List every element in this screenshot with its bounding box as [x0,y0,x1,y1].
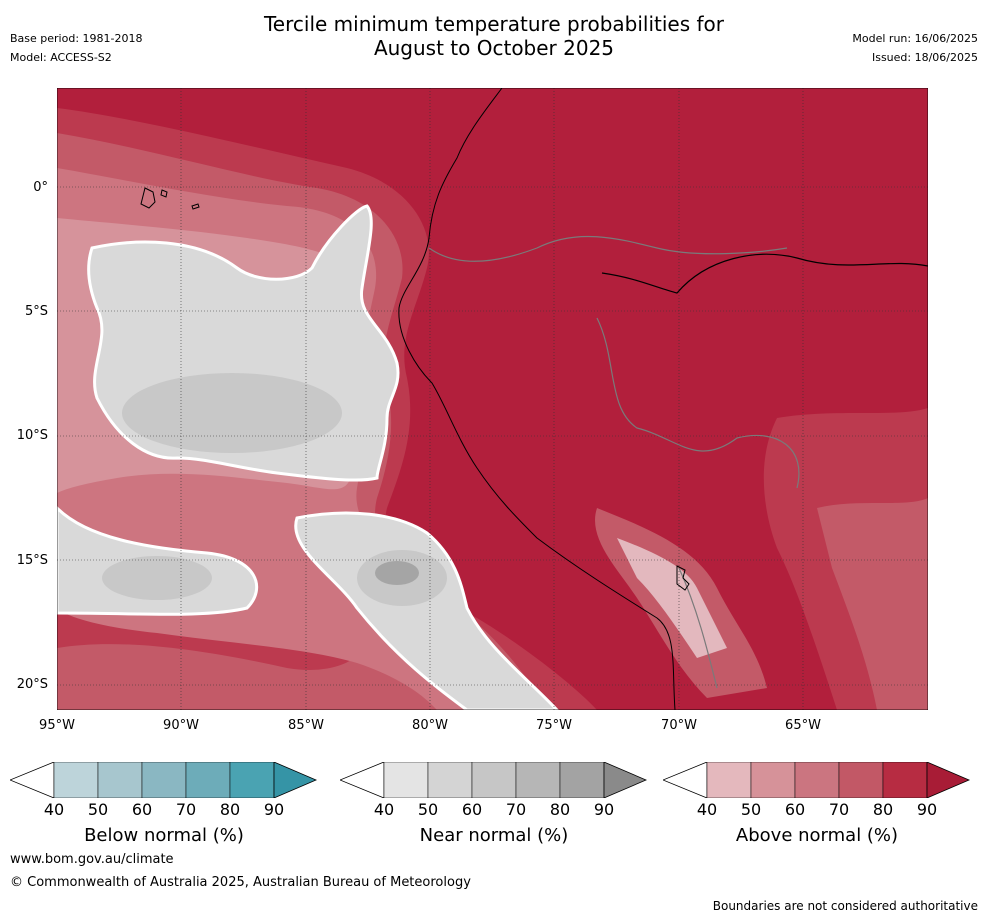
graticule [57,88,928,710]
colorbar-below-tick: 90 [263,800,285,819]
map-title-line2: August to October 2025 [373,36,615,60]
colorbar-below-normal: 40 50 60 70 80 90 Below normal (%) [10,762,318,852]
colorbar-above-tick: 50 [740,800,762,819]
copyright-notice: © Commonwealth of Australia 2025, Austra… [10,875,471,890]
colorbar-near-tick: 40 [373,800,395,819]
colorbar-near-tick: 70 [505,800,527,819]
amazon-river [601,253,929,294]
base-period-label: Base period: 1981-2018 [10,32,143,45]
lon-label-65w: 65°W [785,718,821,733]
map-title: Tercile minimum temperature probabilitie… [0,12,988,60]
lat-label-10s: 10°S [16,428,48,443]
colorbar-near-tick: 90 [593,800,615,819]
model-label: Model: ACCESS-S2 [10,51,112,64]
boundary-disclaimer: Boundaries are not considered authoritat… [712,899,978,913]
lon-label-85w: 85°W [288,718,324,733]
colorbar-below-swatches [10,762,318,798]
lon-label-70w: 70°W [661,718,697,733]
lat-label-0: 0° [33,180,48,195]
map-title-line1: Tercile minimum temperature probabilitie… [263,12,725,36]
colorbar-near-title: Near normal (%) [419,825,569,846]
region-near-50-central [294,511,561,712]
colorbar-above-tick: 80 [872,800,894,819]
colorbar-below-tick: 40 [43,800,65,819]
colorbar-near-normal: 40 50 60 70 80 90 Near normal (%) [340,762,648,852]
issued-label: Issued: 18/06/2025 [871,51,978,64]
colorbar-above-tick: 90 [916,800,938,819]
colorbar-above-tick: 70 [828,800,850,819]
lat-label-20s: 20°S [16,677,48,692]
country-borders [428,235,800,689]
region-near-60-south [102,556,212,600]
colorbar-near-tick: 80 [549,800,571,819]
colorbar-near-tick: 60 [461,800,483,819]
colorbar-below-tick: 70 [175,800,197,819]
probability-map [55,87,929,712]
coastline [398,87,676,711]
meta-right: Model run: 16/06/2025 Issued: 18/06/2025 [852,32,978,64]
colorbar-below-tick: 50 [87,800,109,819]
lon-label-95w: 95°W [39,718,75,733]
meta-left: Base period: 1981-2018 Model: ACCESS-S2 [10,32,142,64]
colorbar-above-tick: 40 [696,800,718,819]
credit-url: www.bom.gov.au/climate [10,852,174,867]
region-above-70-east [817,498,928,710]
region-above-40-altiplano [617,538,727,658]
region-near-60-north [122,373,342,453]
lon-label-80w: 80°W [412,718,448,733]
colorbar-below-tick: 80 [219,800,241,819]
lat-label-15s: 15°S [16,553,48,568]
colorbar-above-swatches [663,762,971,798]
lake-titicaca [676,565,690,591]
colorbar-above-tick: 60 [784,800,806,819]
colorbar-below-tick: 60 [131,800,153,819]
colorbar-above-title: Above normal (%) [735,825,899,846]
colorbar-above-normal: 40 50 60 70 80 90 Above normal (%) [663,762,971,852]
colorbar-below-title: Below normal (%) [84,825,244,846]
colorbar-near-tick: 50 [417,800,439,819]
colorbar-near-swatches [340,762,648,798]
lon-label-75w: 75°W [536,718,572,733]
lon-label-90w: 90°W [163,718,199,733]
lat-label-5s: 5°S [24,304,48,319]
map-svg [55,87,929,712]
model-run-label: Model run: 16/06/2025 [852,32,978,45]
region-near-70-central [375,561,419,585]
galapagos-islands [140,187,200,210]
